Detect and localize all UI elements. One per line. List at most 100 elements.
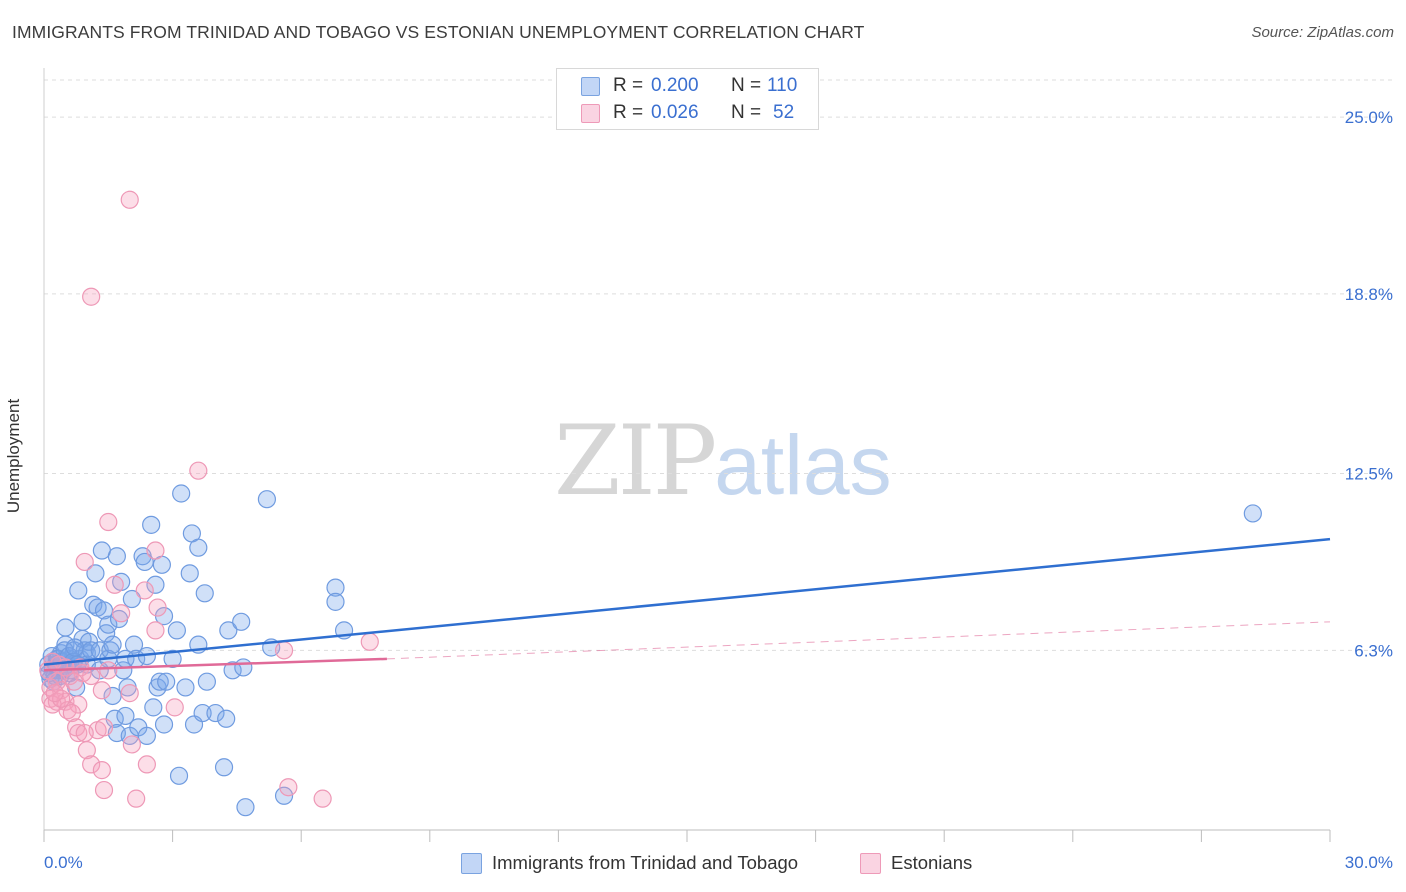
data-point-blue (69, 581, 88, 600)
data-point-blue (157, 672, 176, 691)
data-point-pink (122, 735, 141, 754)
data-point-blue (167, 621, 186, 640)
data-point-pink (274, 641, 294, 660)
trend-line-blue (43, 537, 1331, 666)
data-point-blue (326, 592, 345, 611)
data-point-blue (236, 798, 255, 817)
data-point-pink (135, 581, 154, 600)
chart-source: Source: ZipAtlas.com (1251, 24, 1394, 41)
data-point-blue (137, 726, 156, 745)
data-point-blue (103, 686, 122, 706)
data-point-blue (144, 698, 163, 717)
data-point-blue (150, 672, 169, 691)
legend-swatch-blue (581, 77, 600, 96)
data-point-pink (99, 661, 118, 680)
trend-line-extension-pink (386, 621, 1331, 660)
data-point-blue (56, 618, 75, 637)
legend-swatch-pink (581, 104, 600, 123)
data-point-pink (64, 672, 84, 691)
legend-n-label: N = (731, 75, 762, 96)
data-point-blue (232, 612, 251, 631)
legend-r-value: 0.200 (651, 75, 699, 96)
data-point-blue (146, 575, 165, 594)
data-point-blue (124, 635, 144, 654)
series-swatch-pink (860, 853, 881, 874)
data-point-pink (45, 684, 64, 703)
data-point-blue (135, 552, 154, 572)
stats-legend: R = 0.200 N = 110 R = 0.026 N = 52 (556, 68, 819, 130)
legend-r-value: 0.026 (651, 102, 699, 123)
data-point-blue (114, 661, 133, 680)
data-point-blue (217, 709, 236, 728)
watermark-zip: ZIP (554, 405, 717, 517)
data-point-blue (197, 672, 216, 691)
legend-r-label: R = (613, 102, 644, 123)
data-point-pink (279, 778, 298, 797)
data-point-blue (163, 649, 182, 668)
legend-n-value: 52 (773, 102, 795, 123)
data-point-blue (107, 547, 126, 566)
x-tick-label: 0.0% (44, 853, 83, 872)
x-tick-label: 30.0% (1345, 853, 1393, 872)
data-point-pink (313, 789, 332, 808)
series-legend-label: Estonians (891, 852, 973, 873)
data-point-blue (1243, 504, 1262, 523)
data-point-pink (105, 575, 124, 594)
watermark-atlas: atlas (714, 418, 892, 512)
data-point-blue (214, 758, 234, 777)
legend-r-label: R = (613, 75, 644, 96)
data-point-blue (234, 658, 253, 677)
data-point-blue (274, 786, 294, 805)
data-point-blue (99, 615, 118, 634)
data-point-blue (73, 612, 92, 631)
data-point-pink (99, 512, 118, 532)
data-point-blue (172, 484, 191, 503)
y-tick-label: 25.0% (1345, 108, 1393, 127)
series-legend-label: Immigrants from Trinidad and Tobago (492, 852, 799, 873)
data-point-blue (193, 703, 212, 723)
legend-n-value: 110 (767, 75, 798, 96)
data-point-pink (92, 681, 111, 700)
data-point-pink (148, 598, 167, 617)
data-point-pink (94, 780, 114, 800)
y-tick-label: 6.3% (1354, 641, 1393, 660)
chart-title: IMMIGRANTS FROM TRINIDAD AND TOBAGO VS E… (12, 22, 865, 42)
data-point-blue (206, 703, 225, 723)
data-point-pink (77, 741, 96, 760)
data-point-blue (195, 584, 214, 603)
data-point-pink (127, 789, 146, 808)
data-point-pink (165, 698, 184, 717)
data-point-blue (94, 601, 114, 620)
data-point-blue (189, 538, 208, 557)
data-point-pink (75, 552, 94, 572)
data-point-pink (75, 723, 94, 743)
data-point-pink (69, 723, 88, 743)
data-point-pink (137, 755, 156, 774)
data-point-blue (169, 766, 189, 785)
data-point-blue (257, 490, 277, 509)
data-point-blue (219, 621, 238, 640)
data-point-blue (116, 706, 135, 726)
y-tick-label: 18.8% (1345, 285, 1393, 304)
data-point-blue (122, 589, 141, 609)
data-point-blue (223, 661, 242, 680)
data-point-blue (154, 715, 174, 734)
data-point-pink (92, 761, 111, 780)
data-point-blue (142, 515, 161, 534)
data-point-blue (103, 635, 122, 654)
data-point-pink (120, 190, 139, 209)
data-point-pink (360, 632, 379, 651)
data-point-pink (146, 621, 165, 640)
data-point-blue (326, 578, 345, 597)
data-point-pink (82, 287, 101, 306)
data-point-pink (94, 718, 114, 737)
watermark: ZIPatlas (554, 405, 892, 517)
data-point-blue (65, 638, 84, 657)
data-point-pink (120, 684, 139, 703)
data-point-pink (112, 604, 131, 623)
legend-n-label: N = (731, 102, 762, 123)
data-point-blue (86, 564, 105, 583)
trend-line-pink (43, 657, 387, 672)
data-point-pink (189, 461, 208, 480)
